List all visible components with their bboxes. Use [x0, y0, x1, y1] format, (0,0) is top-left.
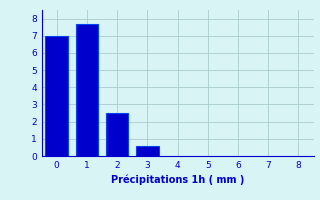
Bar — [106, 113, 129, 156]
Bar — [76, 24, 98, 156]
X-axis label: Précipitations 1h ( mm ): Précipitations 1h ( mm ) — [111, 174, 244, 185]
Bar — [136, 146, 159, 156]
Bar — [45, 36, 68, 156]
